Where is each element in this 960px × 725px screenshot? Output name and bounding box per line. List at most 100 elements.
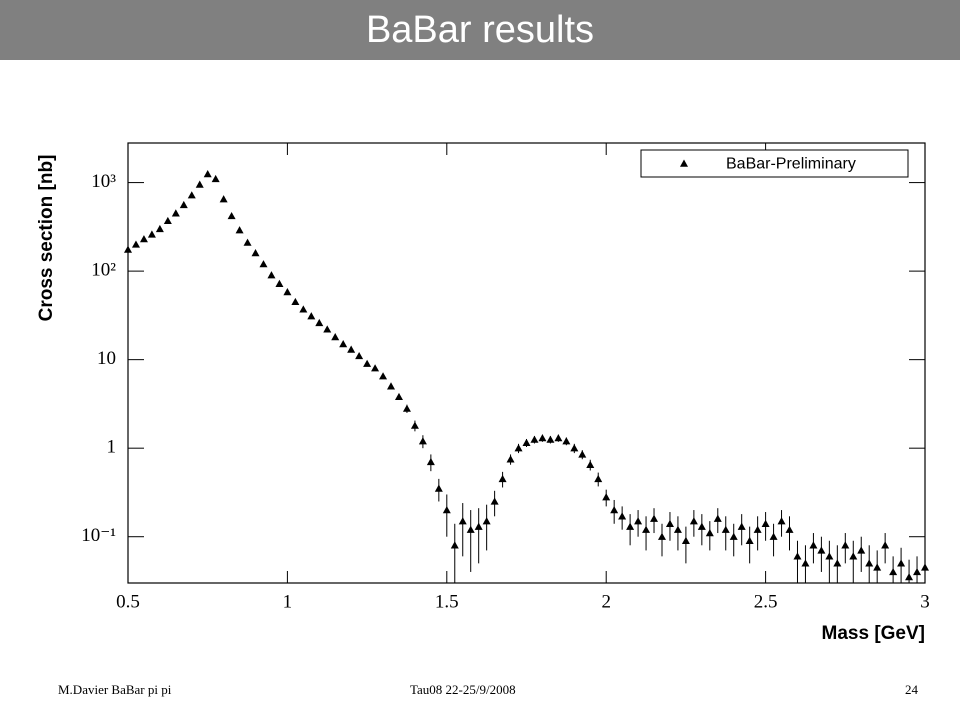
data-point: [673, 525, 682, 533]
data-point: [211, 174, 220, 183]
y-axis-title: Cross section [nb]: [36, 155, 57, 322]
y-tick-label: 10³: [91, 171, 116, 192]
data-point: [227, 211, 236, 220]
data-point: [163, 216, 172, 225]
x-tick-label: 2: [601, 591, 611, 612]
data-point: [905, 573, 914, 581]
data-point: [498, 474, 507, 483]
data-point: [402, 404, 411, 412]
data-point: [530, 435, 539, 443]
legend-marker: [680, 159, 688, 167]
data-point: [618, 512, 627, 520]
data-point: [554, 434, 563, 442]
data-point: [689, 517, 698, 525]
data-point: [705, 529, 714, 537]
data-point: [371, 364, 380, 372]
data-point: [801, 559, 810, 567]
data-point: [315, 318, 324, 327]
data-point: [570, 444, 579, 452]
data-point: [594, 474, 603, 483]
data-point: [873, 563, 882, 571]
data-point: [681, 536, 690, 544]
data-point: [275, 279, 284, 287]
data-point: [139, 235, 148, 243]
data-point: [769, 532, 778, 540]
data-point: [339, 340, 348, 348]
data-point: [243, 238, 252, 246]
data-point: [171, 209, 180, 217]
data-point: [426, 457, 435, 466]
data-point: [299, 305, 308, 313]
data-point: [650, 514, 659, 522]
footer-left: M.Davier BaBar pi pi: [58, 682, 172, 697]
data-point: [267, 271, 276, 279]
footer-center: Tau08 22-25/9/2008: [410, 682, 516, 697]
data-point: [538, 434, 547, 442]
data-point: [841, 541, 850, 549]
data-point: [809, 541, 818, 549]
data-point: [394, 392, 403, 401]
data-point: [626, 522, 635, 530]
data-point: [331, 333, 340, 341]
data-point: [474, 522, 483, 530]
data-point: [323, 325, 332, 333]
legend-label: BaBar-Preliminary: [726, 156, 856, 173]
x-axis-title: Mass [GeV]: [822, 623, 925, 644]
x-tick-label: 0.5: [116, 591, 140, 612]
data-point: [889, 567, 898, 576]
data-point: [522, 438, 531, 447]
data-point: [410, 421, 419, 429]
data-point: [235, 226, 244, 234]
y-tick-label: 10²: [91, 259, 116, 280]
data-point: [602, 493, 611, 501]
data-point: [745, 536, 754, 544]
data-point: [546, 435, 555, 443]
x-tick-label: 1.5: [435, 591, 459, 612]
data-point: [578, 450, 587, 458]
data-point: [434, 484, 443, 492]
data-point: [466, 525, 475, 533]
data-point: [817, 546, 826, 554]
data-point: [825, 552, 834, 560]
data-point: [610, 506, 619, 514]
data-point: [291, 297, 300, 306]
data-point: [881, 541, 890, 549]
data-point: [849, 552, 858, 560]
data-point: [586, 460, 595, 468]
data-point: [124, 245, 132, 253]
data-point: [179, 200, 188, 209]
data-point: [307, 312, 316, 320]
y-tick-label: 1: [107, 437, 117, 458]
y-tick-label: 10: [97, 348, 116, 369]
data-point: [355, 351, 364, 360]
data-point: [737, 522, 746, 530]
data-point: [203, 170, 212, 178]
data-point: [131, 240, 140, 248]
data-point: [897, 559, 906, 567]
data-point: [442, 506, 451, 514]
data-point: [833, 559, 842, 567]
data-point: [634, 517, 643, 525]
data-point: [865, 559, 874, 567]
title-bar: [0, 0, 960, 60]
data-point: [347, 345, 356, 353]
data-point: [259, 260, 268, 268]
data-point: [155, 224, 164, 233]
slide-title: BaBar results: [366, 9, 594, 51]
data-point: [785, 525, 794, 533]
data-point: [721, 525, 730, 533]
x-tick-label: 3: [920, 591, 930, 612]
data-point: [219, 195, 228, 203]
data-point: [387, 382, 396, 390]
data-point: [458, 517, 467, 525]
data-point: [857, 546, 866, 554]
data-point: [562, 437, 571, 445]
plot-frame: [127, 142, 926, 584]
data-point: [777, 517, 786, 525]
x-tick-label: 2.5: [754, 591, 778, 612]
data-point: [506, 455, 515, 463]
data-point: [697, 522, 706, 530]
data-point: [913, 567, 922, 576]
data-point: [753, 525, 762, 533]
